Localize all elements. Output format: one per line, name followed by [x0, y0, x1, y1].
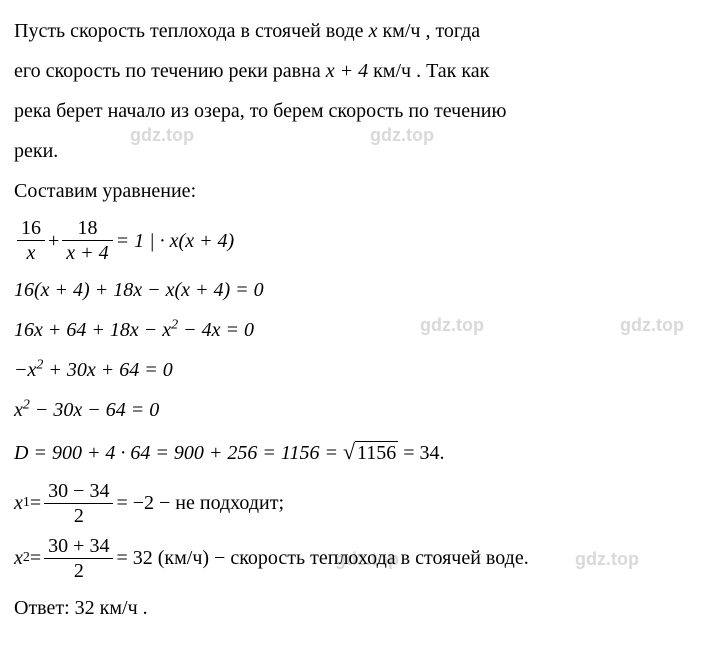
denominator: x + 4	[62, 241, 112, 265]
plus: +	[48, 222, 59, 260]
text: км/ч , тогда	[377, 20, 480, 42]
solution-content: Пусть скорость теплохода в стоячей воде …	[14, 12, 705, 627]
text: −x	[14, 359, 36, 381]
denominator: 2	[44, 504, 113, 528]
x1-line: x1 = 30 − 34 2 = −2 − не подходит;	[14, 479, 705, 528]
subscript: 2	[23, 545, 30, 572]
text: − 4x = 0	[178, 319, 254, 341]
text: его скорость по течению реки равна	[14, 60, 326, 82]
denominator: x	[17, 241, 45, 265]
text: + 30x + 64 = 0	[43, 359, 172, 381]
text: 16(x + 4) + 18x − x(x + 4) = 0	[14, 279, 264, 301]
equals: =	[30, 484, 41, 522]
text: Составим уравнение:	[14, 180, 196, 202]
text: км/ч . Так как	[368, 60, 489, 82]
sqrt-content: 1156	[355, 441, 398, 464]
equation-6: D = 900 + 4 · 64 = 900 + 256 = 1156 = 11…	[14, 431, 705, 473]
equation-2: 16(x + 4) + 18x − x(x + 4) = 0	[14, 271, 705, 309]
answer-line: Ответ: 32 км/ч .	[14, 589, 705, 627]
line-1: Пусть скорость теплохода в стоячей воде …	[14, 12, 705, 50]
subscript: 1	[23, 490, 30, 517]
line-3: река берет начало из озера, то берем ско…	[14, 92, 705, 130]
equals: =	[30, 539, 41, 577]
text: 16x + 64 + 18x − x	[14, 319, 171, 341]
x-label: x	[14, 539, 23, 577]
numerator: 30 − 34	[44, 479, 113, 504]
text: = 34.	[398, 442, 444, 464]
x-label: x	[14, 484, 23, 522]
equation-5: x2 − 30x − 64 = 0	[14, 391, 705, 429]
text: = −2 − не подходит;	[116, 484, 284, 522]
text: река берет начало из озера, то берем ско…	[14, 100, 506, 122]
fraction: 30 + 34 2	[44, 534, 113, 583]
text: − 30x − 64 = 0	[30, 399, 159, 421]
answer-text: Ответ: 32 км/ч .	[14, 597, 148, 619]
text: x	[14, 399, 23, 421]
fraction-1: 16 x	[17, 216, 45, 265]
expression: x + 4	[326, 60, 368, 82]
line-5: Составим уравнение:	[14, 172, 705, 210]
line-4: реки.	[14, 132, 705, 170]
line-2: его скорость по течению реки равна x + 4…	[14, 52, 705, 90]
sqrt-icon: 1156	[343, 431, 398, 473]
numerator: 18	[62, 216, 112, 241]
denominator: 2	[44, 559, 113, 583]
text: реки.	[14, 140, 58, 162]
equation-rest: = 1 | · x(x + 4)	[116, 222, 235, 260]
fraction: 30 − 34 2	[44, 479, 113, 528]
text: Пусть скорость теплохода в стоячей воде	[14, 20, 369, 42]
equation-3: 16x + 64 + 18x − x2 − 4x = 0	[14, 311, 705, 349]
text: = 32 (км/ч) − скорость теплохода в стояч…	[116, 539, 528, 577]
numerator: 30 + 34	[44, 534, 113, 559]
superscript: 2	[23, 397, 30, 412]
equation-4: −x2 + 30x + 64 = 0	[14, 351, 705, 389]
equation-1: 16 x + 18 x + 4 = 1 | · x(x + 4)	[14, 216, 705, 265]
text: D = 900 + 4 · 64 = 900 + 256 = 1156 =	[14, 442, 343, 464]
x2-line: x2 = 30 + 34 2 = 32 (км/ч) − скорость те…	[14, 534, 705, 583]
numerator: 16	[17, 216, 45, 241]
fraction-2: 18 x + 4	[62, 216, 112, 265]
